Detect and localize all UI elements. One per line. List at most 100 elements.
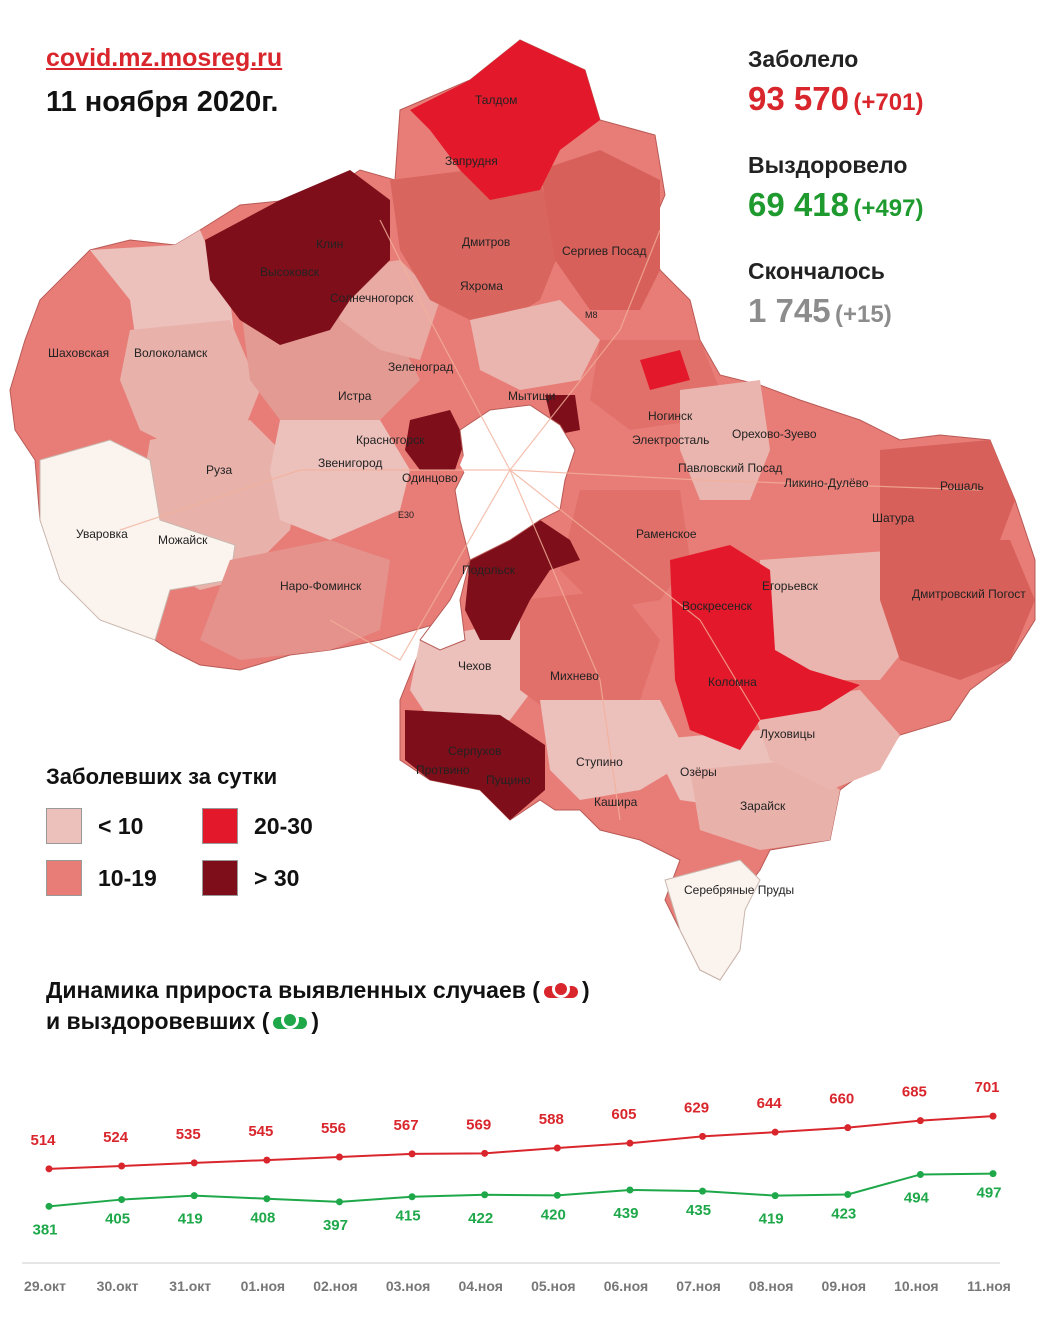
data-point xyxy=(771,1128,779,1136)
map-label: Одинцово xyxy=(402,471,458,485)
region-zvenigorod xyxy=(270,420,410,540)
map-label: Талдом xyxy=(475,93,517,107)
legend-swatch xyxy=(46,860,82,896)
data-label: 545 xyxy=(248,1123,273,1140)
region-volokolamsk xyxy=(120,320,260,450)
report-date: 11 ноября 2020г. xyxy=(46,86,279,118)
data-point xyxy=(553,1191,561,1199)
data-label: 397 xyxy=(323,1217,348,1234)
map-label: Пущино xyxy=(486,773,531,787)
recovered-value: 69 418 xyxy=(748,186,849,223)
data-point xyxy=(844,1124,852,1132)
map-label: Шаховская xyxy=(48,346,109,360)
x-tick-label: 09.ноя xyxy=(822,1278,866,1294)
data-label: 556 xyxy=(321,1120,346,1137)
region-pavl-posad xyxy=(680,380,770,500)
moscow-region-map: Талдом Запрудня Дмитров Сергиев Посад Кл… xyxy=(9,39,1036,981)
map-label: Серпухов xyxy=(448,744,501,758)
map-label: Истра xyxy=(338,389,372,403)
x-tick-label: 02.ноя xyxy=(313,1278,357,1294)
sick-label: Заболело xyxy=(748,46,859,72)
region-mytishchi xyxy=(470,300,600,390)
legend-label: < 10 xyxy=(98,812,144,839)
chart-title-line1: Динамика прироста выявленных случаев ( xyxy=(46,977,540,1003)
data-label: 405 xyxy=(105,1211,130,1228)
chart-title-line1-end: ) xyxy=(581,977,590,1003)
data-point xyxy=(45,1202,53,1210)
region-krasnogorsk xyxy=(405,410,465,470)
x-tick-label: 29.окт xyxy=(24,1278,66,1294)
region-klin xyxy=(205,170,390,345)
x-tick-label: 31.окт xyxy=(169,1278,211,1294)
data-label: 514 xyxy=(30,1132,56,1149)
legend-label: 10-19 xyxy=(98,864,157,891)
data-point xyxy=(118,1196,126,1204)
data-point xyxy=(45,1165,53,1173)
data-label: 497 xyxy=(976,1185,1001,1202)
map-label: Чехов xyxy=(458,659,491,673)
legend-item: < 10 xyxy=(46,808,143,844)
data-point xyxy=(481,1191,489,1199)
data-label: 419 xyxy=(178,1211,203,1228)
recovered-label: Выздоровело xyxy=(748,152,908,178)
map-label: Солнечногорск xyxy=(330,291,414,305)
region-stupino xyxy=(540,700,690,800)
data-point xyxy=(335,1198,343,1206)
map-label: Шатура xyxy=(872,511,915,525)
region-dmitr-pogost xyxy=(880,540,1035,680)
map-label: Руза xyxy=(206,463,233,477)
map-label: Кашира xyxy=(594,795,638,809)
legend-swatch xyxy=(202,808,238,844)
data-label: 439 xyxy=(613,1205,638,1222)
legend-item: > 30 xyxy=(202,860,299,896)
data-point xyxy=(190,1159,198,1167)
data-point xyxy=(481,1149,489,1157)
data-label: 569 xyxy=(466,1116,491,1133)
map-label: Орехово-Зуево xyxy=(732,427,817,441)
region-podolsk xyxy=(465,520,580,640)
region-pink-small xyxy=(640,350,690,390)
site-url[interactable]: covid.mz.mosreg.ru xyxy=(46,44,283,72)
died-value: 1 745 xyxy=(748,292,831,329)
map-label: Клин xyxy=(316,237,343,251)
data-point xyxy=(263,1195,271,1203)
region-mikhnevo xyxy=(520,590,660,720)
data-label: 435 xyxy=(686,1202,711,1219)
map-label: Ногинск xyxy=(648,409,693,423)
data-label: 629 xyxy=(684,1099,709,1116)
region-ramenskoe xyxy=(560,490,690,610)
map-label: Волоколамск xyxy=(134,346,208,360)
region-zaraysk xyxy=(690,760,840,850)
data-label: 494 xyxy=(904,1189,930,1206)
legend-title: Заболевших за сутки xyxy=(46,764,278,789)
map-label: Наро-Фоминск xyxy=(280,579,362,593)
map-label: Озёры xyxy=(680,765,717,779)
data-label: 685 xyxy=(902,1084,927,1101)
region-sergiev xyxy=(540,150,660,310)
died-label: Скончалось xyxy=(748,258,885,284)
data-point xyxy=(699,1132,707,1140)
data-point xyxy=(989,1170,997,1178)
data-label: 524 xyxy=(103,1129,129,1146)
chart-marks: 514 524 535 545 556 567 569 588 605 629 644 660 685 7… xyxy=(24,1079,1011,1294)
data-label: 419 xyxy=(759,1211,784,1228)
region-serebr-prudy xyxy=(664,859,761,981)
data-point xyxy=(408,1193,416,1201)
data-point xyxy=(916,1117,924,1125)
map-label: Воскресенск xyxy=(682,599,753,613)
x-tick-label: 11.ноя xyxy=(967,1278,1011,1294)
region-naro-fominsk xyxy=(200,540,390,660)
map-label: Красногорск xyxy=(356,433,425,447)
x-tick-label: 10.ноя xyxy=(894,1278,938,1294)
data-point xyxy=(916,1170,924,1178)
died-delta: (+15) xyxy=(835,301,892,328)
map-label: Звенигород xyxy=(318,456,382,470)
data-label: 420 xyxy=(541,1206,566,1223)
data-point xyxy=(263,1156,271,1164)
legend-label: > 30 xyxy=(254,864,300,891)
map-labels: Талдом Запрудня Дмитров Сергиев Посад Кл… xyxy=(48,93,1026,897)
map-label: Серебряные Пруды xyxy=(684,883,794,897)
green-series-marker-icon xyxy=(273,1016,308,1029)
region-mozhaysk xyxy=(39,439,236,641)
data-label: 381 xyxy=(32,1221,57,1238)
